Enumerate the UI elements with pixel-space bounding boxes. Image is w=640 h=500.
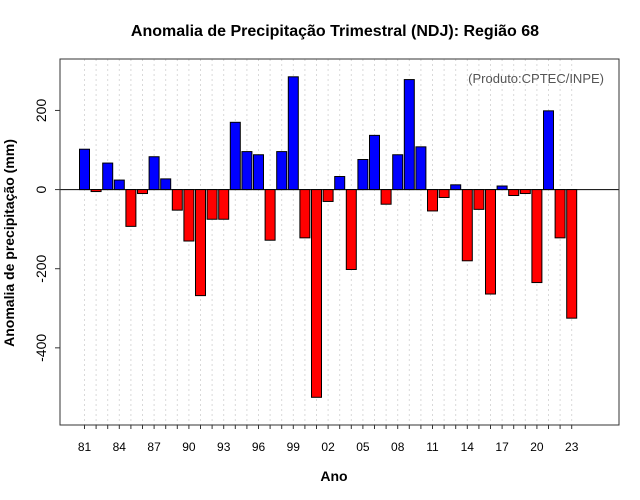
x-tick-label: 11 xyxy=(426,440,439,454)
bar-1982 xyxy=(90,189,102,193)
bar-2000 xyxy=(299,189,311,239)
x-tick-label: 23 xyxy=(565,440,579,454)
x-tick-label: 84 xyxy=(113,440,127,454)
bar-1993 xyxy=(218,189,230,220)
bar-2010 xyxy=(415,146,427,191)
y-tick-label: 0 xyxy=(33,185,49,193)
bar-2003 xyxy=(334,176,346,191)
x-tick-label: 93 xyxy=(217,440,231,454)
bar-2005 xyxy=(357,159,369,191)
y-tick-label: -200 xyxy=(33,254,49,282)
bar-1988 xyxy=(160,178,172,191)
x-tick-label: 17 xyxy=(495,440,509,454)
bar-2021 xyxy=(543,110,554,191)
bar-1986 xyxy=(137,189,148,195)
bar-2022 xyxy=(554,189,566,239)
y-axis-label: Anomalia de precipitação (mm) xyxy=(1,139,17,347)
x-axis: 81 84 87 90 93 96 99 02 05 08 11 14 17 20 23 xyxy=(78,425,579,454)
bar-1996 xyxy=(253,154,264,191)
bars-layer xyxy=(79,76,578,398)
bar-2004 xyxy=(345,189,357,270)
y-tick-label: 200 xyxy=(33,99,49,123)
bar-2002 xyxy=(322,189,334,202)
bar-2001 xyxy=(311,189,322,398)
grid-layer xyxy=(84,59,573,425)
x-axis-label: Ano xyxy=(320,468,347,484)
chart-title: Anomalia de Precipitação Trimestral (NDJ… xyxy=(131,23,539,40)
bar-1987 xyxy=(148,156,160,191)
x-tick-label: 02 xyxy=(321,440,335,454)
x-tick-label: 81 xyxy=(78,440,92,454)
bar-1991 xyxy=(195,189,206,297)
bar-1989 xyxy=(171,189,183,211)
bar-1994 xyxy=(229,121,241,191)
bar-2012 xyxy=(438,189,450,198)
bar-2019 xyxy=(519,189,531,195)
bar-2015 xyxy=(473,189,485,210)
bar-2014 xyxy=(461,189,473,262)
bar-2009 xyxy=(403,79,415,191)
y-tick-label: -400 xyxy=(33,334,49,362)
x-tick-label: 08 xyxy=(391,440,405,454)
bar-2011 xyxy=(427,189,438,212)
bar-1992 xyxy=(206,189,218,220)
x-tick-label: 14 xyxy=(461,440,475,454)
x-tick-label: 20 xyxy=(530,440,544,454)
bar-1999 xyxy=(287,76,299,191)
x-tick-label: 99 xyxy=(287,440,301,454)
bar-1997 xyxy=(264,189,276,241)
bar-2007 xyxy=(380,189,392,205)
x-tick-label: 96 xyxy=(252,440,266,454)
bar-1985 xyxy=(125,189,137,227)
bar-1995 xyxy=(241,151,253,191)
x-tick-label: 90 xyxy=(182,440,196,454)
x-tick-label: 87 xyxy=(147,440,161,454)
x-tick-label: 05 xyxy=(356,440,370,454)
bar-1983 xyxy=(102,162,114,191)
bar-1984 xyxy=(113,179,125,191)
bar-2008 xyxy=(392,154,404,191)
bar-2023 xyxy=(566,189,578,319)
bar-1990 xyxy=(183,189,195,242)
y-axis: 200 0 -200 -400 xyxy=(33,99,60,362)
bar-2018 xyxy=(508,189,520,197)
bar-1998 xyxy=(276,151,288,191)
bar-2020 xyxy=(531,189,543,284)
bar-2013 xyxy=(450,184,462,191)
bar-2016 xyxy=(485,189,496,295)
bar-2017 xyxy=(496,185,508,191)
bar-2006 xyxy=(369,134,380,191)
source-note: (Produto:CPTEC/INPE) xyxy=(468,71,604,86)
bar-1981 xyxy=(79,148,90,191)
